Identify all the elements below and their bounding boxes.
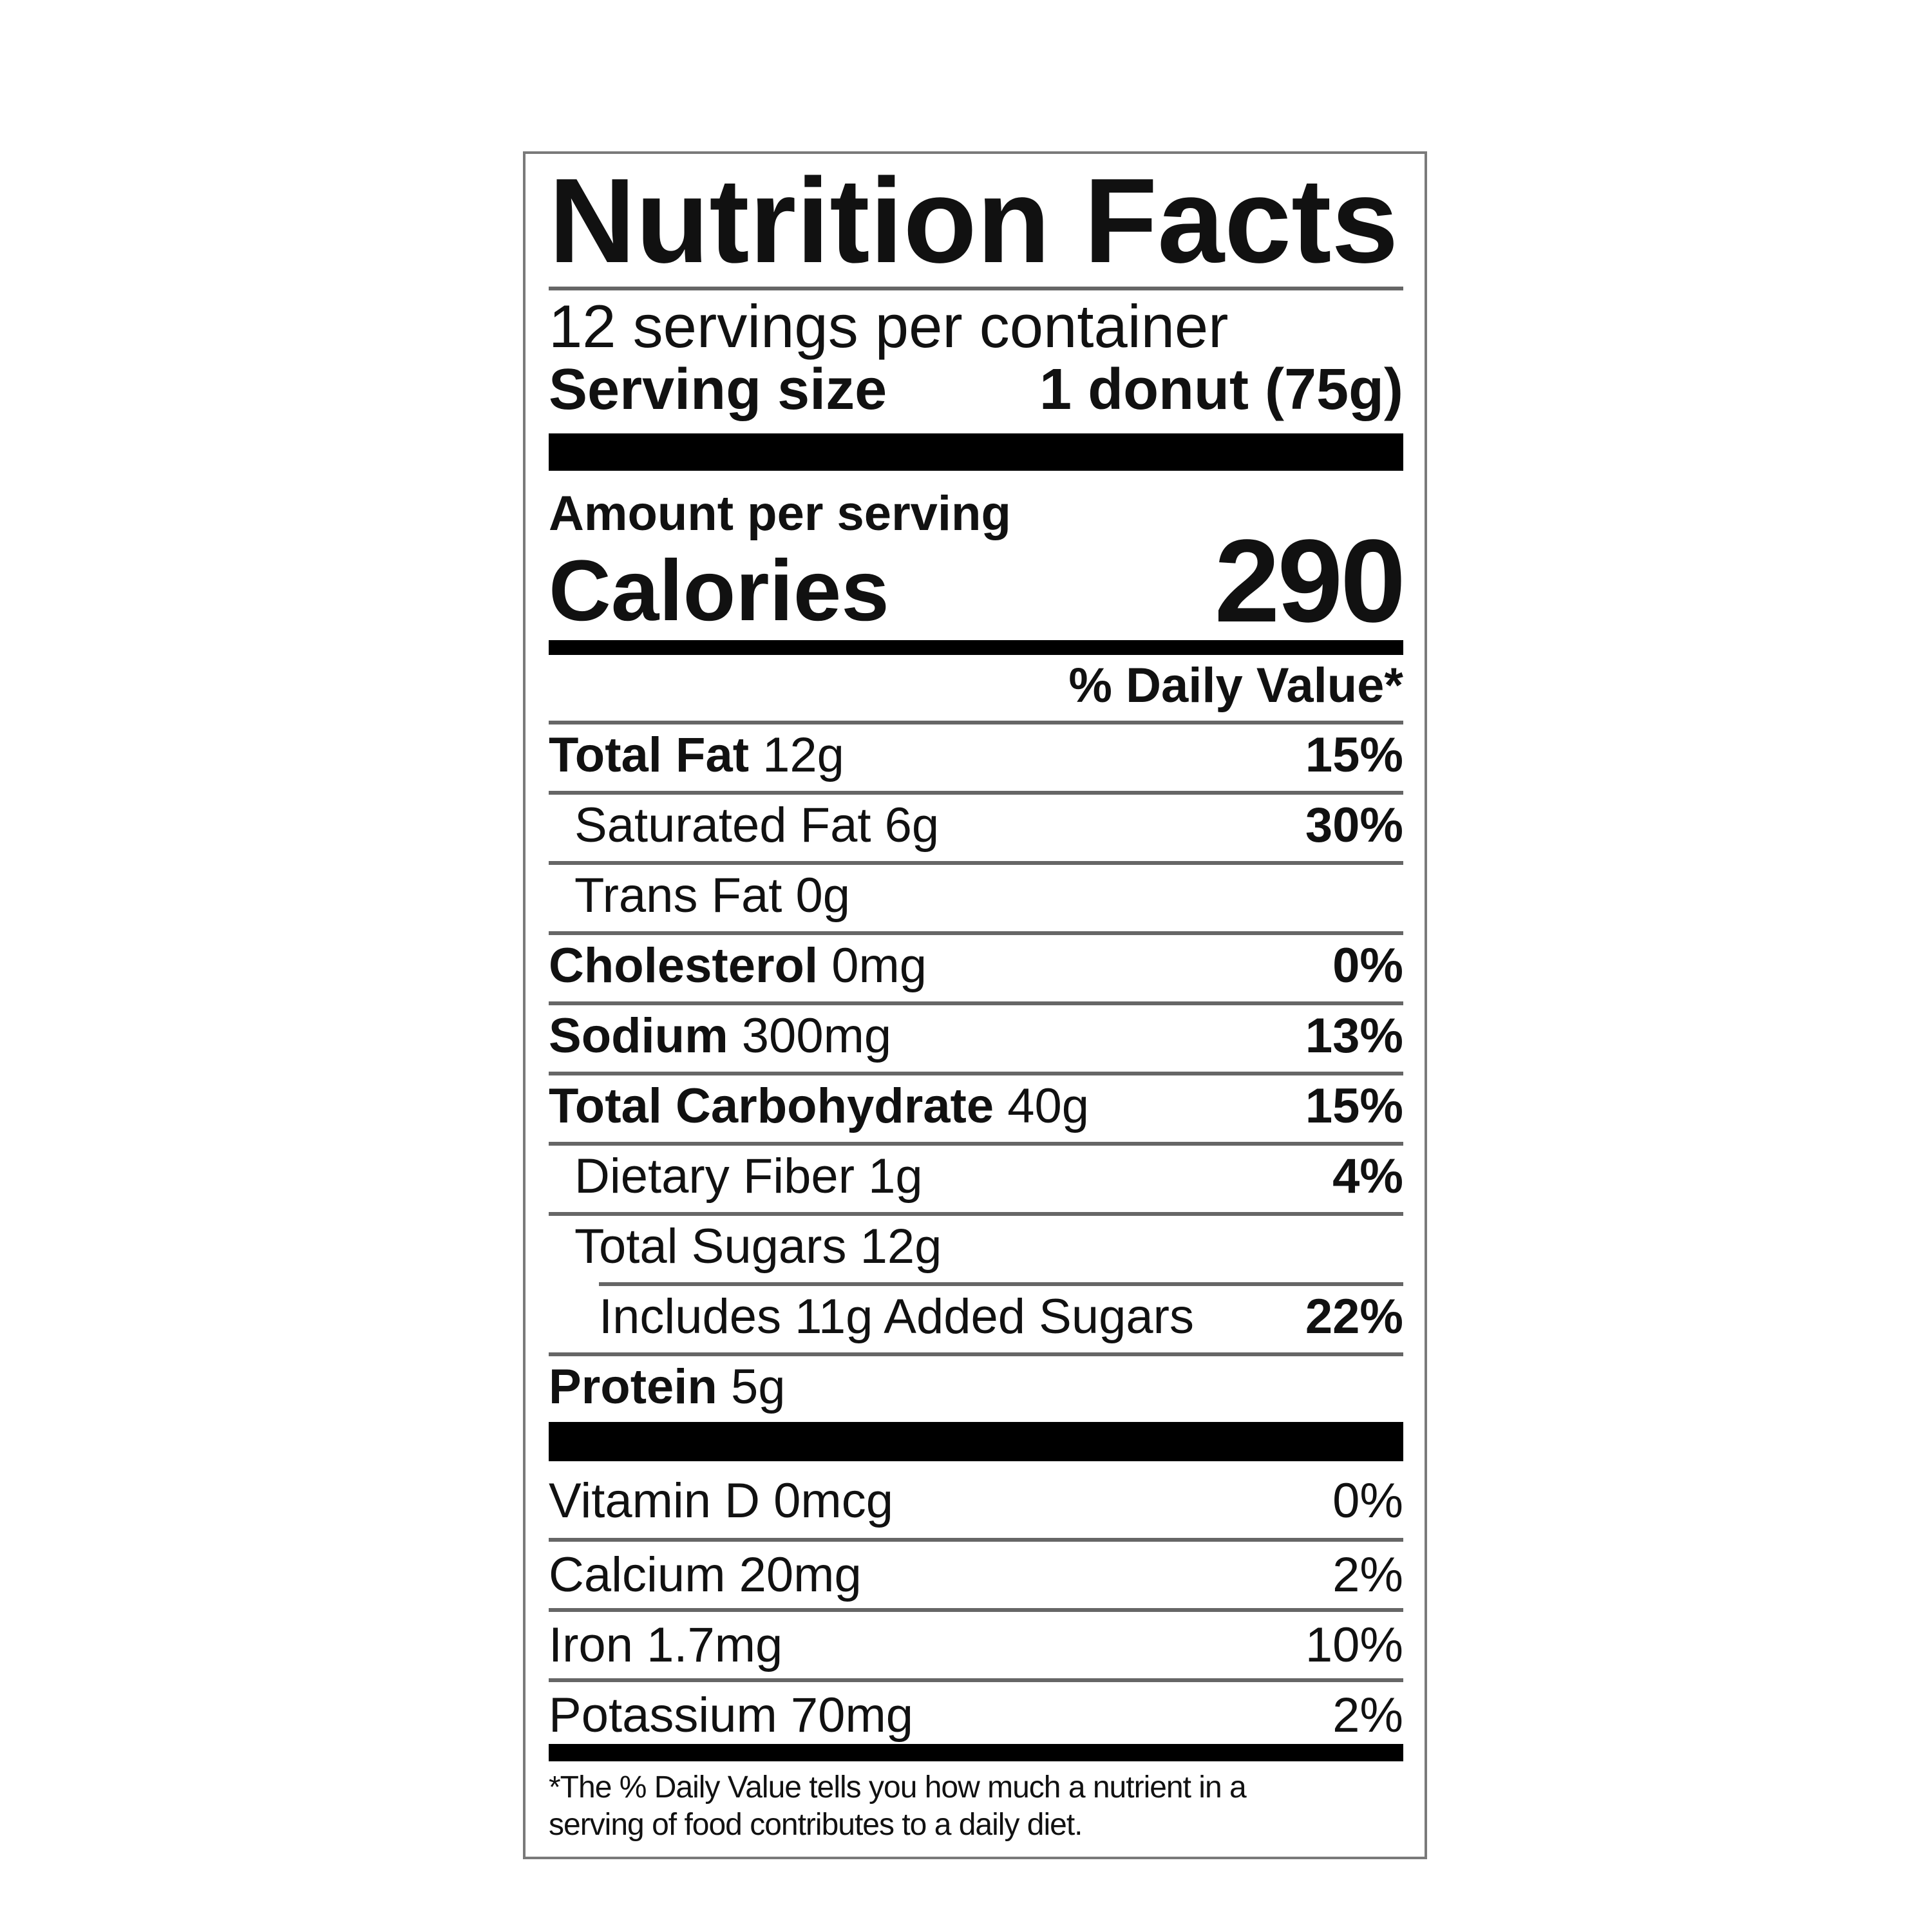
amount-per-serving: Amount per serving [549,486,1011,541]
footnote-line-2: serving of food contributes to a daily d… [549,1808,1083,1842]
nutrient-row-dietary-fiber: Dietary Fiber 1g 4% [549,1142,1403,1212]
nutrient-row-total-carbohydrate: Total Carbohydrate 40g 15% [549,1072,1403,1142]
vitamin-label: Vitamin D 0mcg [549,1473,894,1528]
nutrient-dv: 22% [1305,1289,1403,1344]
vitamin-label: Calcium 20mg [549,1548,862,1602]
nutrient-dv: 15% [1305,728,1403,782]
vitamin-row-vitamin-d: Vitamin D 0mcg 0% [549,1461,1403,1538]
vitamin-row-calcium: Calcium 20mg 2% [549,1538,1403,1608]
nutrient-label: Dietary Fiber [574,1149,855,1204]
vitamin-dv: 2% [1332,1688,1403,1743]
vitamin-row-iron: Iron 1.7mg 10% [549,1608,1403,1678]
nutrient-amount: 40g [1007,1079,1090,1133]
nutrient-label: Total Carbohydrate [549,1079,994,1133]
nutrient-amount: 12g [762,728,844,782]
nutrient-row-trans-fat: Trans Fat 0g [549,861,1403,931]
nutrient-amount: 1g [868,1149,923,1204]
servings-per-container: 12 servings per container [549,292,1229,360]
nutrient-amount: 0mg [831,938,927,993]
nutrient-label: Total Sugars [574,1219,847,1274]
vitamin-label: Potassium 70mg [549,1688,914,1743]
footer-divider [549,1744,1403,1761]
nutrient-label: Protein [549,1359,717,1414]
vitamin-dv: 0% [1332,1473,1403,1528]
calories-value: 290 [1214,515,1406,647]
nutrient-row-added-sugars: Includes 11g Added Sugars 22% [599,1282,1403,1352]
medium-divider [549,640,1403,655]
footnote: *The % Daily Value tells you how much a … [549,1769,1403,1844]
vitamin-row-potassium: Potassium 70mg 2% [549,1678,1403,1744]
label-title: Nutrition Facts [549,153,1399,288]
footnote-line-1: *The % Daily Value tells you how much a … [549,1770,1247,1804]
nutrient-dv: 0% [1332,938,1403,993]
nutrient-row-sodium: Sodium 300mg 13% [549,1001,1403,1072]
thick-divider-vitamins [549,1422,1403,1461]
nutrient-amount: 6g [884,798,940,853]
vitamin-dv: 2% [1332,1548,1403,1602]
nutrient-label: Cholesterol [549,938,819,993]
calories-label: Calories [549,543,889,639]
nutrient-label: Saturated Fat [574,798,871,853]
nutrient-dv: 13% [1305,1009,1403,1063]
nutrient-dv: 4% [1332,1149,1403,1204]
nutrient-row-total-sugars: Total Sugars 12g [549,1212,1403,1282]
nutrient-row-protein: Protein 5g [549,1352,1403,1423]
thick-divider [549,433,1403,471]
title-divider [549,287,1403,290]
nutrient-row-cholesterol: Cholesterol 0mg 0% [549,931,1403,1001]
nutrient-label: Trans Fat [574,868,782,923]
nutrient-dv: 15% [1305,1079,1403,1133]
nutrient-rows: Total Fat 12g 15% Saturated Fat 6g 30% T… [549,721,1403,1423]
vitamin-dv: 10% [1305,1618,1403,1672]
nutrient-dv: 30% [1305,798,1403,853]
vitamin-label: Iron 1.7mg [549,1618,783,1672]
nutrient-label: Includes 11g Added Sugars [599,1289,1194,1344]
nutrient-label: Total Fat [549,728,750,782]
nutrient-amount: 0g [795,868,851,923]
vitamin-rows: Vitamin D 0mcg 0% Calcium 20mg 2% Iron 1… [549,1461,1403,1744]
nutrient-amount: 300mg [741,1009,892,1063]
nutrient-row-total-fat: Total Fat 12g 15% [549,721,1403,791]
nutrition-label-border [523,151,1427,1859]
nutrient-label: Sodium [549,1009,728,1063]
serving-size-value: 1 donut (75g) [1039,357,1403,422]
nutrient-row-saturated-fat: Saturated Fat 6g 30% [549,791,1403,861]
serving-size-label: Serving size [549,357,887,422]
nutrient-amount: 5g [730,1359,786,1414]
daily-value-header: % Daily Value* [1068,658,1403,713]
nutrient-amount: 12g [860,1219,942,1274]
